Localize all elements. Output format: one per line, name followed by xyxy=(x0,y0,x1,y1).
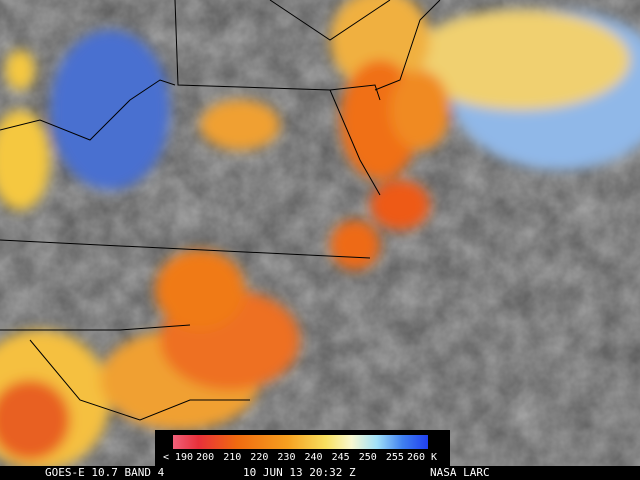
colorbar-label: 260 K xyxy=(407,452,437,463)
colorbar-label: 245 xyxy=(332,452,350,463)
colorbar-label: 250 xyxy=(359,452,377,463)
footer-bar xyxy=(0,466,640,480)
source-label: NASA LARC xyxy=(430,466,490,479)
borders xyxy=(0,0,441,421)
colorbar-label: 230 xyxy=(277,452,295,463)
colorbar-label: 210 xyxy=(223,452,241,463)
colorbar-label: 255 xyxy=(386,452,404,463)
satellite-label: GOES-E 10.7 BAND 4 xyxy=(45,466,165,479)
colorbar-label: 220 xyxy=(250,452,268,463)
time-label: 10 JUN 13 20:32 Z xyxy=(243,466,356,479)
cloud-tops xyxy=(0,0,640,470)
colorbar-label: 240 xyxy=(305,452,323,463)
colorbar-label: 200 xyxy=(196,452,214,463)
colorbar xyxy=(173,435,428,449)
colorbar-label: < 190 xyxy=(163,452,193,463)
